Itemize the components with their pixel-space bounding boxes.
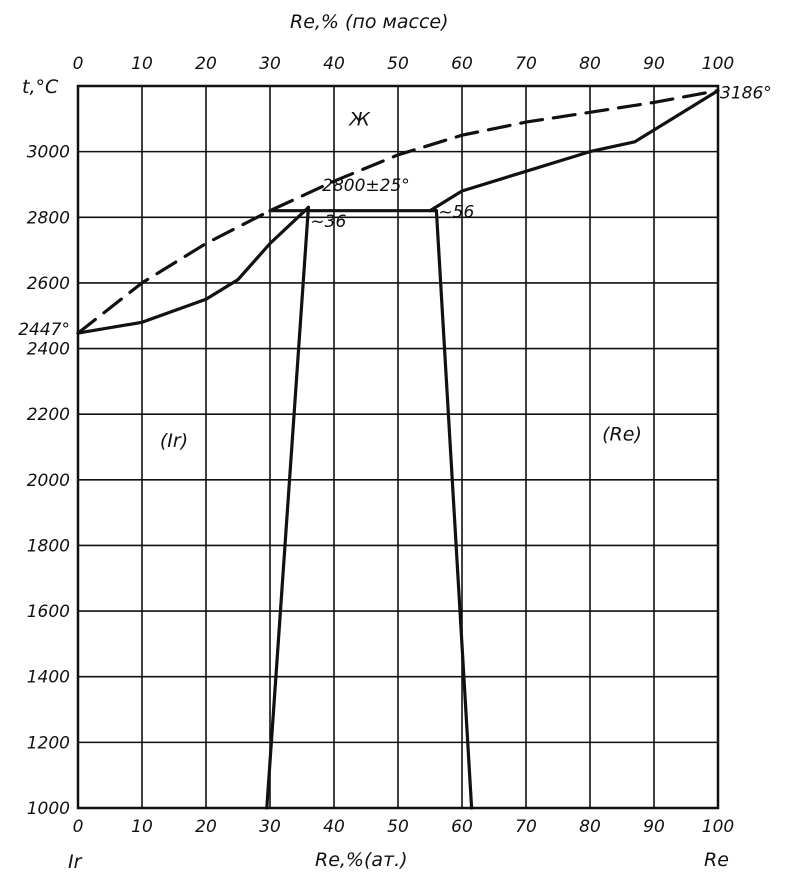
right-element-label: Re [704,849,729,871]
x-axis-title-bottom: Re,%(ат.) [315,849,408,871]
y-tick-label: 2800 [27,208,70,228]
y-tick-label: 1600 [27,602,70,622]
y-tick-label: 1400 [27,668,70,688]
annotation-label: (Re) [602,423,642,445]
left-element-label: Ir [68,851,83,873]
y-tick-label: 1000 [27,799,70,819]
x-tick-label-top: 80 [579,54,601,74]
y-tick-label: 1800 [27,536,70,556]
annotation-label: 2800±25° [322,176,410,196]
annotation-label: Ж [348,108,371,130]
x-tick-label-bottom: 90 [643,817,665,837]
phase-boundary-line [76,205,310,335]
x-tick-label-top: 100 [702,54,734,74]
annotation-label: ~56 [438,202,474,222]
x-tick-label-top: 30 [259,54,281,74]
x-tick-label-bottom: 50 [387,817,409,837]
annotation-label: (Ir) [160,430,188,452]
x-tick-label-top: 0 [73,54,84,74]
x-tick-label-bottom: 60 [451,817,473,837]
x-tick-label-bottom: 30 [259,817,281,837]
grid-layer [76,84,720,810]
series-layer [76,89,720,810]
phase-boundary-line [434,209,474,810]
x-tick-label-bottom: 80 [579,817,601,837]
x-tick-label-top: 90 [643,54,665,74]
x-tick-label-bottom: 100 [702,817,734,837]
x-tick-label-top: 20 [195,54,217,74]
x-tick-label-top: 60 [451,54,473,74]
y-axis-title: t,°C [22,76,59,98]
y-tick-label: 3000 [27,143,70,163]
annotation-label: 3186° [720,84,772,104]
x-tick-label-top: 70 [515,54,537,74]
x-tick-label-bottom: 10 [131,817,153,837]
phase-boundary-line [428,89,720,213]
x-tick-label-top: 40 [323,54,345,74]
y-tick-label: 2400 [27,340,70,360]
x-axis-title-top: Re,% (по массе) [290,11,449,33]
y-tick-label: 1200 [27,733,70,753]
phase-boundary-line [265,205,310,810]
x-tick-label-bottom: 0 [73,817,84,837]
x-tick-label-bottom: 40 [323,817,345,837]
x-tick-label-bottom: 70 [515,817,537,837]
x-tick-label-bottom: 20 [195,817,217,837]
x-tick-label-top: 10 [131,54,153,74]
annotation-label: 2447° [18,320,70,340]
y-tick-label: 2200 [27,405,70,425]
y-tick-label: 2600 [27,274,70,294]
annotation-label: ~36 [310,212,346,232]
x-tick-label-top: 50 [387,54,409,74]
y-tick-label: 2000 [27,471,70,491]
liquidus-dashed-line [76,89,720,335]
label-layer: t,°C Re,% (по массе) Re,%(ат.) Ir Re 0 10… [18,11,772,873]
